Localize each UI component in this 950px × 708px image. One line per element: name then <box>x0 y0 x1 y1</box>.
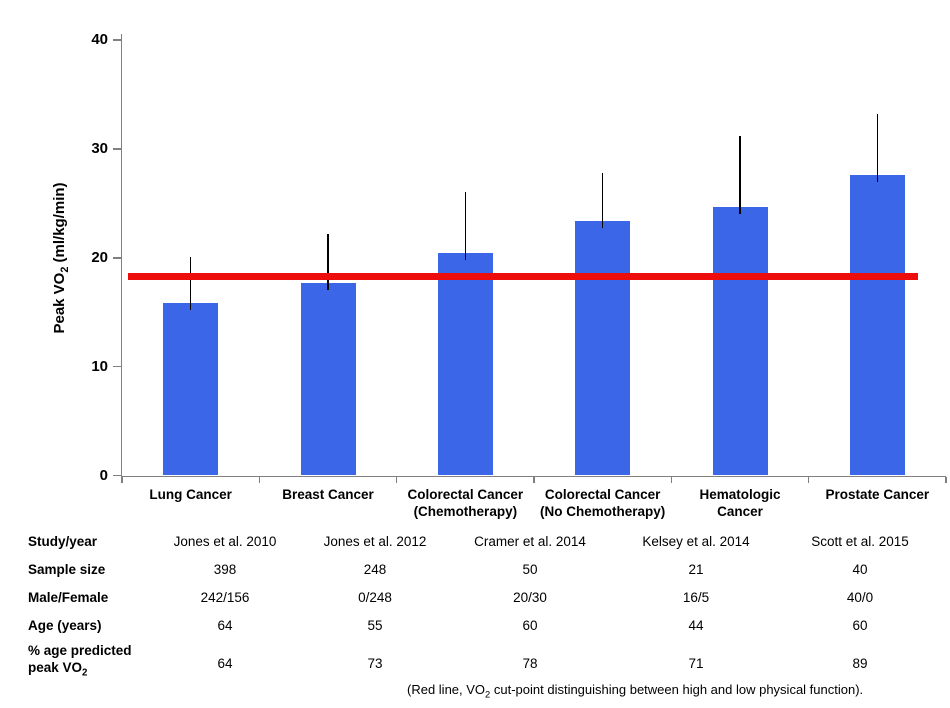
caption-suffix: cut-point distinguishing between high an… <box>490 682 864 697</box>
table-cell: 21 <box>688 561 704 577</box>
error-bar-prostate-cancer <box>876 114 879 182</box>
x-category-label: Hematologic Cancer <box>699 487 781 519</box>
y-tick-label: 20 <box>91 248 108 266</box>
table-cell: 20/30 <box>513 589 547 605</box>
table-cell: 89 <box>852 655 868 671</box>
table-cell: Scott et al. 2015 <box>811 533 909 549</box>
table-row-label: Study/year <box>28 533 98 549</box>
table-cell: 0/248 <box>358 589 392 605</box>
x-category-label: Colorectal Cancer (Chemotherapy) <box>407 487 524 519</box>
x-tick <box>395 477 398 483</box>
bar-hematologic <box>712 206 768 476</box>
table-cell: 40 <box>852 561 868 577</box>
table-cell: 398 <box>213 561 237 577</box>
row-label-line2: peak VO <box>28 660 83 675</box>
error-bar-hematologic <box>739 135 741 214</box>
y-tick <box>113 474 122 477</box>
table-cell: 55 <box>367 617 383 633</box>
table-cell: Cramer et al. 2014 <box>474 533 586 549</box>
x-tick <box>533 477 535 483</box>
caption-subscript: 2 <box>485 689 491 700</box>
caption-prefix: (Red line, VO <box>407 682 486 697</box>
y-tick <box>113 148 122 150</box>
y-axis-line <box>120 34 122 477</box>
error-bar-lung-cancer <box>189 256 192 311</box>
table-cell: 50 <box>522 561 538 577</box>
table-cell: Jones et al. 2010 <box>173 533 277 549</box>
y-tick-label: 40 <box>91 31 108 48</box>
x-axis-line <box>120 475 946 477</box>
error-bar-breast-cancer <box>327 233 329 290</box>
error-bar-colorectal-cancer <box>464 192 467 261</box>
table-cell: 73 <box>367 655 383 671</box>
table-row-label: Sample size <box>28 561 106 577</box>
table-cell: 60 <box>852 617 868 633</box>
x-tick <box>945 477 947 483</box>
bar-breast-cancer <box>300 282 356 476</box>
table-cell: 40/0 <box>846 589 874 605</box>
x-tick <box>670 477 673 483</box>
table-cell: 248 <box>363 561 387 577</box>
table-row-label: Age (years) <box>28 617 102 633</box>
bar-colorectal-cancer <box>437 253 493 476</box>
table-cell: 16/5 <box>682 589 710 605</box>
y-tick-label: 0 <box>99 466 108 484</box>
error-bar-colorectal-cancer <box>601 172 604 228</box>
study-data-table: Study/year Jones et al. 2010 Jones et al… <box>28 527 938 687</box>
figure-caption: (Red line, VO2 cut-point distinguishing … <box>407 682 863 700</box>
table-cell: Jones et al. 2012 <box>323 533 427 549</box>
bar-colorectal-cancer <box>575 220 631 476</box>
reference-line <box>128 272 918 280</box>
x-category-label: Lung Cancer <box>149 487 232 502</box>
x-category-label: Colorectal Cancer (No Chemotherapy) <box>540 487 666 519</box>
row-label-line1: % age predicted <box>28 643 132 658</box>
y-tick <box>113 257 122 259</box>
row-label-subscript: 2 <box>82 667 88 679</box>
table-cell: 60 <box>522 617 538 633</box>
x-tick <box>807 477 810 483</box>
table-cell: 64 <box>217 655 233 671</box>
x-category-label: Prostate Cancer <box>825 487 930 502</box>
plot-area: 0 10 20 30 40 Lung Cancer Breast Cancer Colorec… <box>91 31 947 519</box>
bar-prostate-cancer <box>849 175 905 476</box>
table-cell: 44 <box>688 617 704 633</box>
x-tick <box>258 477 261 483</box>
table-row-label: % age predicted peak VO2 <box>28 639 150 682</box>
y-tick <box>113 365 122 368</box>
table-cell: 78 <box>522 655 538 671</box>
table-cell: 242/156 <box>200 589 250 605</box>
table-cell: 64 <box>217 617 233 633</box>
x-category-label: Breast Cancer <box>282 487 374 502</box>
y-tick-label: 10 <box>91 357 108 375</box>
x-tick <box>121 477 123 483</box>
y-tick <box>113 39 122 41</box>
y-tick-label: 30 <box>91 139 108 157</box>
table-cell: 71 <box>688 655 704 671</box>
bar-lung-cancer <box>163 303 219 476</box>
table-cell: Kelsey et al. 2014 <box>642 533 750 549</box>
table-row-label: Male/Female <box>28 589 109 605</box>
